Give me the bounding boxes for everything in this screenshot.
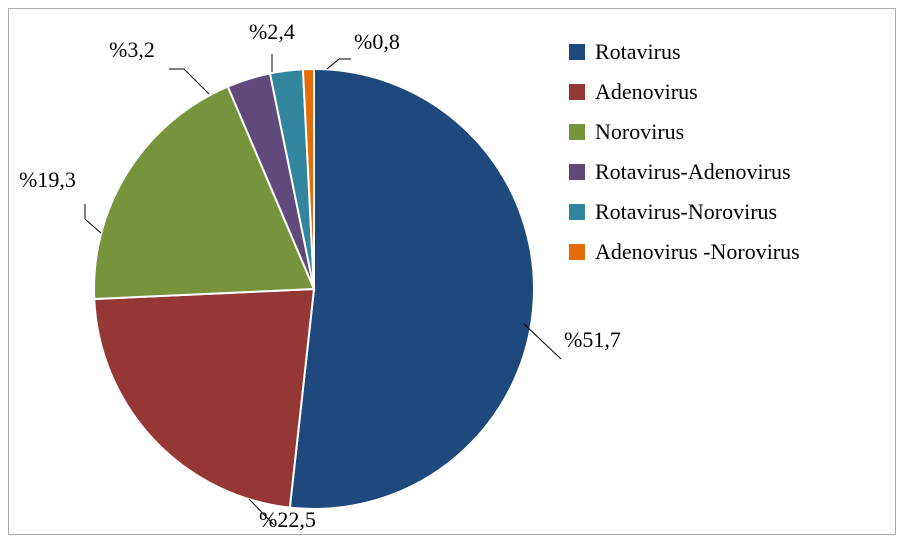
slice-label: %22,5	[259, 507, 316, 533]
legend-label: Norovirus	[595, 119, 684, 145]
chart-frame: Rotavirus Adenovirus Norovirus Rotavirus-Ad…	[8, 8, 896, 535]
pie-slice-adenovirus	[94, 289, 314, 508]
slice-label: %3,2	[109, 37, 155, 63]
slice-label: %2,4	[249, 19, 295, 45]
legend-label: Rotavirus-Norovirus	[595, 199, 777, 225]
legend-swatch	[569, 164, 585, 180]
legend-swatch	[569, 84, 585, 100]
legend-item: Rotavirus	[569, 39, 800, 65]
legend-swatch	[569, 124, 585, 140]
legend-item: Rotavirus-Adenovirus	[569, 159, 800, 185]
pie-slice-rotavirus	[290, 69, 534, 509]
legend-item: Rotavirus-Norovirus	[569, 199, 800, 225]
legend-item: Adenovirus	[569, 79, 800, 105]
slice-label: %19,3	[19, 167, 76, 193]
legend-label: Rotavirus	[595, 39, 681, 65]
legend-label: Adenovirus -Norovirus	[595, 239, 800, 265]
legend-item: Norovirus	[569, 119, 800, 145]
legend-item: Adenovirus -Norovirus	[569, 239, 800, 265]
pie-chart	[90, 65, 538, 513]
legend-swatch	[569, 244, 585, 260]
legend-swatch	[569, 44, 585, 60]
legend-swatch	[569, 204, 585, 220]
legend-label: Rotavirus-Adenovirus	[595, 159, 791, 185]
legend-label: Adenovirus	[595, 79, 698, 105]
slice-label: %51,7	[564, 327, 621, 353]
slice-label: %0,8	[354, 29, 400, 55]
legend: Rotavirus Adenovirus Norovirus Rotavirus-Ad…	[569, 39, 800, 279]
